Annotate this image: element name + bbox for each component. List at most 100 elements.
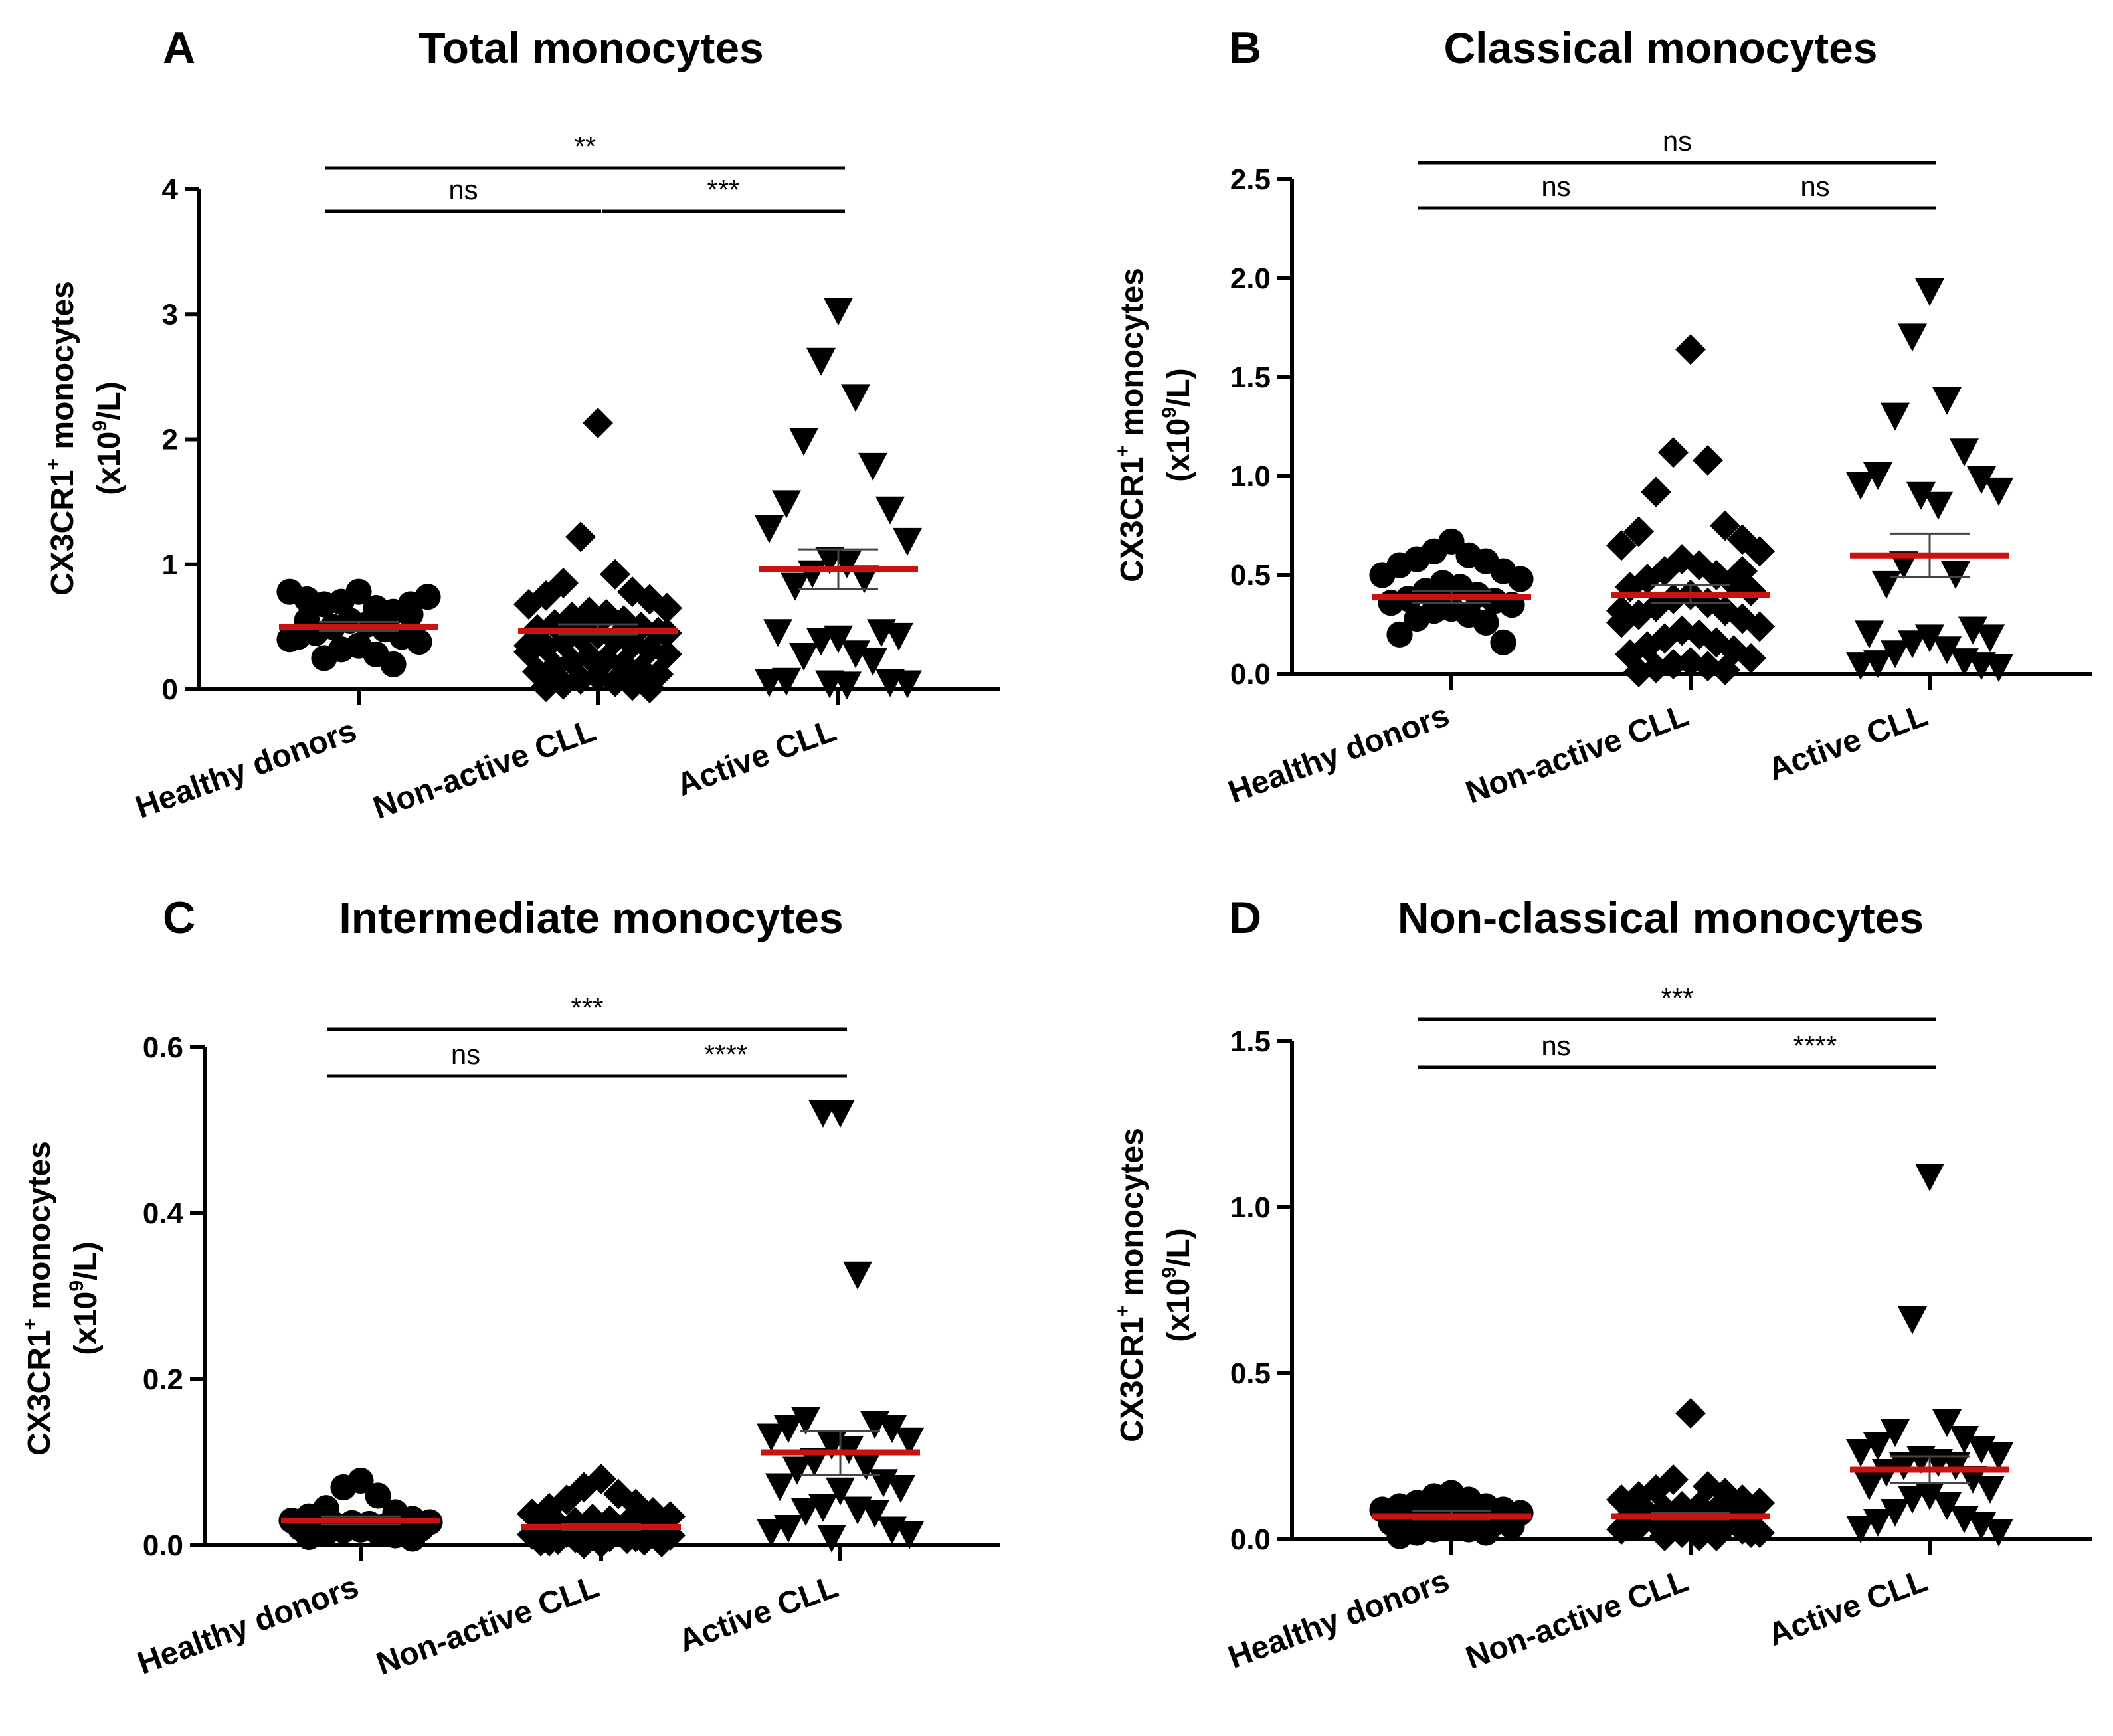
data-point — [1855, 1472, 1884, 1500]
data-point — [875, 496, 905, 525]
data-point — [1473, 1519, 1499, 1546]
y-tick-label: 1.5 — [1230, 1025, 1271, 1058]
data-point — [1915, 278, 1944, 306]
data-point — [789, 643, 818, 671]
data-point — [1744, 611, 1775, 642]
x-tick-label: Non-active CLL — [372, 1569, 604, 1682]
y-tick-label: 0.0 — [1230, 658, 1271, 691]
data-point — [1950, 1426, 1979, 1454]
data-point — [886, 1475, 915, 1503]
panel-letter: D — [1229, 893, 1261, 943]
data-point — [1473, 609, 1499, 636]
data-point — [643, 659, 674, 690]
x-tick-label: Healthy donors — [1224, 1563, 1453, 1676]
data-point — [893, 527, 922, 556]
significance-label: ns — [1541, 1030, 1570, 1061]
data-point — [1855, 620, 1884, 649]
panel-d: D Non-classical monocytes CX3CR1+ monocy… — [1112, 893, 2092, 1676]
data-point — [1846, 1516, 1875, 1543]
data-point — [806, 628, 836, 656]
panel-title: Non-classical monocytes — [1398, 893, 1924, 942]
data-point — [877, 1415, 907, 1443]
data-point — [406, 628, 432, 655]
data-point — [1941, 561, 1970, 589]
data-point — [781, 572, 810, 601]
significance-label: ns — [448, 174, 478, 205]
data-point — [832, 671, 862, 700]
y-tick-label: 3 — [162, 298, 178, 331]
data-point — [534, 1525, 565, 1557]
data-point — [1744, 536, 1775, 567]
y-tick-label: 0.0 — [143, 1529, 183, 1562]
data-point — [1641, 653, 1671, 684]
significance-label: *** — [707, 174, 739, 205]
y-tick-label: 0.6 — [143, 1031, 183, 1064]
y-axis-unit: (x109/L) — [66, 1241, 104, 1355]
data-point — [1727, 556, 1758, 587]
x-tick-label: Healthy donors — [131, 713, 361, 825]
x-tick-label: Non-active CLL — [369, 713, 600, 826]
data-point — [1846, 652, 1875, 681]
data-point — [1915, 1164, 1944, 1191]
x-tick-label: Non-active CLL — [1461, 1563, 1693, 1676]
y-tick-label: 1.0 — [1230, 1191, 1271, 1224]
data-point — [586, 1527, 616, 1559]
significance-label: ns — [1800, 171, 1829, 202]
plot-area: 0.0 0.2 0.4 0.6 Healthy donors Non-active CLL… — [133, 992, 1000, 1682]
data-point — [860, 1500, 889, 1528]
data-point — [1898, 630, 1927, 659]
data-point — [791, 1407, 820, 1435]
panel-title: Total monocytes — [418, 23, 764, 72]
data-point — [757, 1423, 786, 1452]
data-point — [895, 1521, 924, 1549]
data-point — [1693, 445, 1723, 476]
data-point — [1881, 640, 1910, 669]
data-point — [806, 347, 836, 376]
data-point — [1507, 566, 1534, 592]
data-point — [1941, 1452, 1970, 1480]
data-point — [791, 1498, 820, 1526]
data-point — [397, 601, 424, 628]
data-point — [808, 1100, 838, 1128]
data-point — [832, 550, 862, 578]
data-point — [1984, 1442, 2013, 1470]
data-point — [1984, 477, 2013, 506]
data-point — [858, 648, 887, 676]
y-tick-label: 0.5 — [1230, 1357, 1271, 1390]
data-point — [852, 1452, 881, 1481]
data-point — [765, 1473, 794, 1502]
panel-b: B Classical monocytes CX3CR1+ monocytes … — [1112, 23, 2092, 811]
data-point — [1898, 1486, 1927, 1514]
data-point — [1950, 438, 1979, 467]
plot-area: 0.0 0.5 1.0 1.5 2.0 2.5 Healthy donors Non-acti… — [1224, 126, 2092, 811]
data-point — [843, 1261, 872, 1290]
data-point — [789, 428, 818, 456]
panel-c: C Intermediate monocytes CX3CR1+ monocyt… — [19, 893, 1000, 1682]
data-point — [1386, 1523, 1413, 1549]
data-point — [1881, 402, 1910, 431]
data-point — [1658, 437, 1689, 468]
data-point — [330, 1474, 357, 1501]
data-point — [1386, 621, 1413, 648]
data-point — [1872, 570, 1901, 599]
significance-label: ** — [575, 131, 597, 162]
data-point — [399, 1525, 426, 1552]
x-tick-label: Active CLL — [672, 713, 841, 804]
y-tick-label: 1.0 — [1230, 460, 1271, 493]
data-point — [755, 515, 784, 544]
y-axis-label: CX3CR1+ monocytes — [43, 281, 80, 596]
data-point — [755, 669, 784, 697]
data-point — [763, 619, 792, 648]
data-point — [841, 640, 870, 669]
data-point — [1404, 605, 1430, 632]
data-point — [414, 584, 441, 610]
data-point — [841, 384, 870, 412]
y-axis-unit: (x109/L) — [89, 381, 127, 495]
data-point — [893, 670, 922, 699]
data-point — [531, 671, 561, 703]
data-point — [858, 452, 887, 481]
data-point — [757, 1519, 786, 1547]
data-point — [1623, 516, 1654, 547]
significance-label: *** — [1661, 982, 1693, 1013]
